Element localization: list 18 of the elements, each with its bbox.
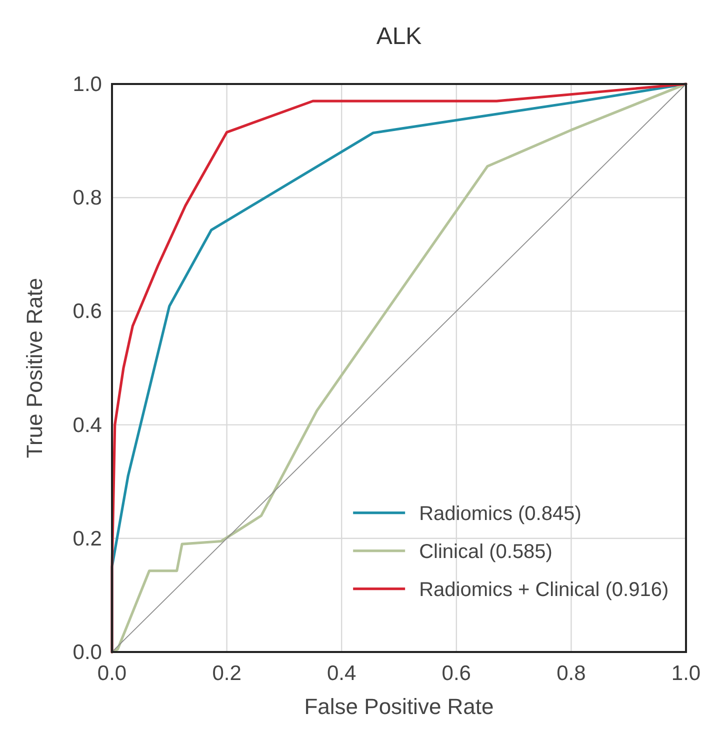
y-tick-label: 0.4 [72, 414, 102, 437]
x-tick-label: 0.4 [327, 662, 357, 685]
x-tick-label: 0.2 [212, 662, 242, 685]
y-axis-title: True Positive Rate [22, 278, 47, 458]
y-tick-label: 0.2 [72, 527, 102, 550]
y-tick-label: 0.6 [72, 300, 102, 324]
x-tick-label: 1.0 [671, 662, 701, 685]
legend-label: Clinical (0.585) [419, 540, 552, 563]
legend-label: Radiomics + Clinical (0.916) [419, 578, 669, 601]
y-tick-label: 1.0 [72, 73, 102, 96]
chart-title: ALK [376, 23, 422, 50]
x-axis-title: False Positive Rate [304, 694, 494, 719]
legend-label: Radiomics (0.845) [419, 502, 582, 525]
y-tick-label: 0.8 [72, 186, 102, 210]
x-tick-label: 0.6 [442, 662, 471, 685]
y-tick-label: 0.0 [72, 641, 102, 664]
x-tick-label: 0.8 [556, 662, 586, 685]
x-tick-label: 0.0 [97, 662, 127, 685]
